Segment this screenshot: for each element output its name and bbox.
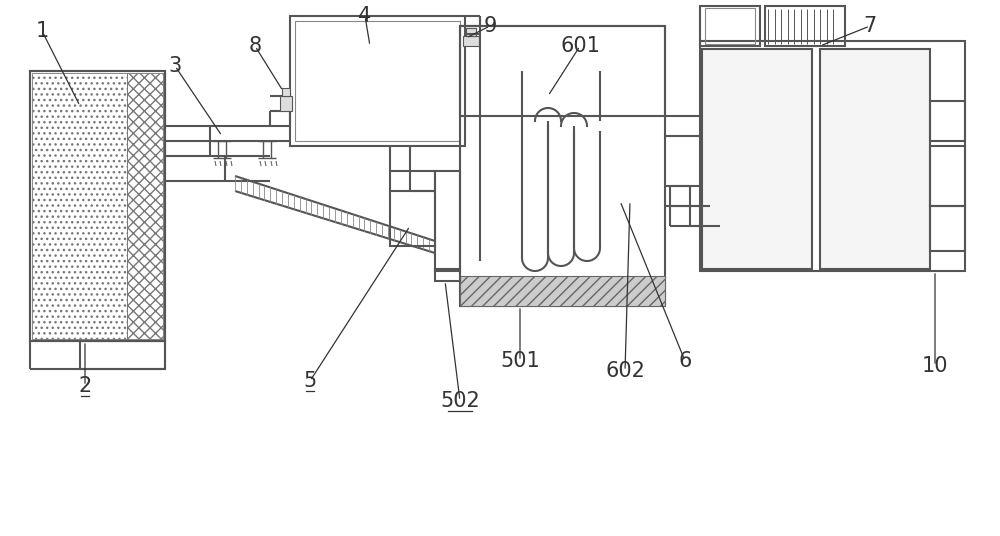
Bar [700, 41, 965, 271]
Bar [460, 26, 665, 116]
Bar [127, 73, 163, 339]
Bar [435, 269, 460, 281]
Bar [30, 71, 165, 341]
Bar [930, 206, 965, 251]
Bar [463, 36, 479, 46]
Text: 9: 9 [483, 16, 497, 36]
Text: 602: 602 [605, 361, 645, 381]
Text: 501: 501 [500, 351, 540, 371]
Text: 2: 2 [78, 376, 92, 396]
Bar [80, 341, 165, 369]
Bar [820, 49, 930, 269]
Bar [460, 276, 665, 306]
Bar [282, 88, 290, 96]
Bar [30, 71, 165, 341]
Bar [295, 21, 460, 141]
Bar [930, 146, 965, 206]
Text: 502: 502 [440, 391, 480, 411]
Text: 5: 5 [303, 371, 317, 391]
Text: 10: 10 [922, 356, 948, 376]
Bar [705, 8, 755, 44]
Bar [765, 6, 845, 46]
Bar [702, 49, 812, 269]
Bar [460, 26, 665, 306]
Bar [290, 16, 465, 146]
Bar [435, 171, 460, 271]
Text: 601: 601 [560, 36, 600, 56]
Bar [32, 73, 127, 339]
Text: 3: 3 [168, 56, 182, 76]
Text: 7: 7 [863, 16, 877, 36]
Bar [390, 171, 435, 246]
Bar [466, 28, 476, 36]
Bar [700, 6, 760, 46]
Bar [702, 49, 812, 269]
Bar [930, 101, 965, 141]
Bar [820, 49, 930, 269]
Text: 4: 4 [358, 6, 372, 26]
Text: 1: 1 [35, 21, 49, 41]
Text: 6: 6 [678, 351, 692, 371]
Bar [280, 96, 292, 111]
Text: 8: 8 [248, 36, 262, 56]
